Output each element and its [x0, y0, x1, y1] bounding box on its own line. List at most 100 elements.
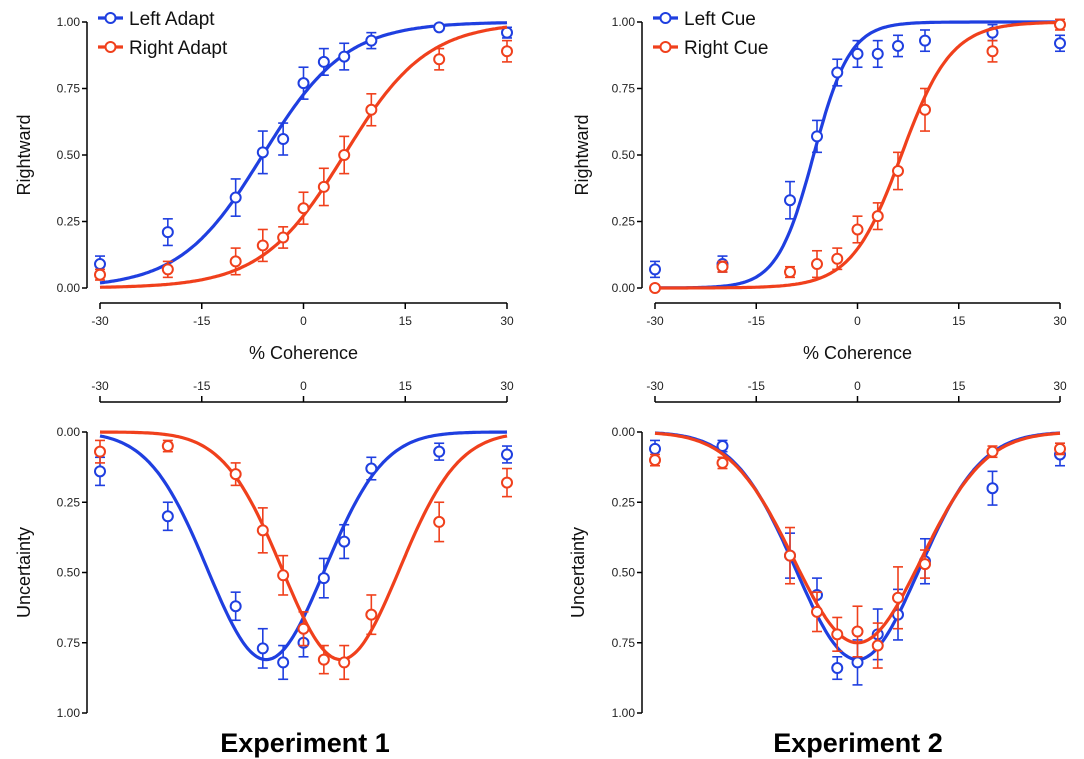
data-point	[851, 223, 864, 236]
y-tick-label: 0.00	[57, 425, 81, 439]
data-point	[831, 252, 844, 265]
data-point	[256, 524, 269, 537]
y-tick-label: 0.75	[612, 636, 636, 650]
panel-3: 0.00 0.25 0.50 0.75 1.00 Uncertainty -30 -15 0 15…	[14, 379, 514, 720]
x-tick-label: 15	[952, 314, 966, 328]
y-axis-label: Uncertainty	[14, 527, 34, 618]
data-point	[784, 266, 796, 279]
y-tick-label: 0.00	[57, 281, 81, 295]
data-point	[784, 194, 796, 207]
data-point	[811, 605, 823, 618]
data-point	[297, 77, 310, 90]
series-right	[649, 18, 1066, 294]
x-tick-label: 30	[500, 379, 514, 393]
experiment-1-label: Experiment 1	[220, 728, 390, 758]
data-point	[338, 50, 351, 63]
data-point	[501, 448, 513, 461]
data-point	[986, 445, 999, 458]
data-point	[831, 662, 844, 675]
data-point	[433, 445, 446, 458]
y-tick-label: 0.50	[57, 566, 81, 580]
legend-label: Right Adapt	[129, 38, 228, 59]
y-tick-label: 0.50	[612, 148, 636, 162]
y-tick-label: 0.75	[612, 82, 636, 96]
data-point	[871, 47, 884, 60]
experiment-2-label: Experiment 2	[773, 728, 943, 758]
y-tick-label: 0.25	[57, 215, 81, 229]
x-tick-label: 30	[1053, 379, 1067, 393]
data-point	[277, 569, 290, 582]
data-point	[892, 39, 904, 52]
data-point	[433, 21, 446, 34]
data-point	[94, 445, 106, 458]
fit-curve	[99, 21, 508, 285]
legend-marker	[104, 12, 117, 24]
data-point	[831, 66, 844, 79]
data-point	[277, 656, 290, 669]
data-point	[94, 465, 106, 478]
x-tick-label: 0	[854, 314, 861, 328]
panel-1: 0.00 0.25 0.50 0.75 1.00 Rightward -30 -15 0 15 30…	[14, 9, 514, 363]
data-point	[784, 549, 796, 562]
data-point	[851, 47, 864, 60]
data-point	[1054, 37, 1066, 50]
data-point	[256, 642, 269, 655]
series-right	[649, 431, 1066, 669]
data-point	[161, 226, 174, 239]
x-tick-label: -15	[748, 379, 766, 393]
data-point	[229, 255, 242, 268]
data-point	[297, 202, 310, 215]
panel-2: 0.00 0.25 0.50 0.75 1.00 Rightward -30 -15 0 15 30…	[572, 9, 1067, 363]
x-tick-label: 15	[952, 379, 966, 393]
data-point	[919, 558, 931, 571]
y-tick-label: 0.50	[612, 566, 636, 580]
data-point	[892, 591, 904, 604]
y-tick-label: 0.25	[612, 215, 636, 229]
data-point	[365, 103, 378, 116]
x-tick-label: -15	[748, 314, 766, 328]
data-point	[338, 656, 351, 669]
x-tick-label: -30	[91, 379, 109, 393]
x-tick-label: -30	[91, 314, 109, 328]
data-point	[256, 239, 269, 252]
data-point	[317, 180, 330, 193]
x-axis-label: % Coherence	[803, 343, 912, 363]
data-point	[811, 258, 823, 271]
data-point	[1054, 442, 1066, 455]
legend-label: Left Cue	[684, 9, 756, 30]
data-point	[229, 468, 242, 481]
data-point	[811, 130, 823, 143]
y-axis-label: Rightward	[572, 114, 592, 195]
fit-curve	[99, 25, 508, 289]
data-point	[94, 258, 106, 271]
y-tick-label: 1.00	[57, 706, 81, 720]
y-tick-label: 0.25	[57, 495, 81, 509]
y-tick-label: 1.00	[57, 15, 81, 29]
data-point	[433, 53, 446, 66]
data-point	[94, 268, 106, 281]
data-point	[433, 515, 446, 528]
x-tick-label: 15	[399, 314, 413, 328]
data-point	[229, 191, 242, 204]
y-axis-label: Rightward	[14, 114, 34, 195]
data-point	[716, 456, 729, 469]
x-tick-label: -15	[193, 314, 211, 328]
y-tick-label: 0.25	[612, 495, 636, 509]
data-point	[1054, 18, 1066, 31]
y-tick-label: 0.00	[612, 425, 636, 439]
data-point	[365, 608, 378, 621]
data-point	[161, 263, 174, 276]
data-point	[501, 476, 513, 489]
data-point	[851, 656, 864, 669]
y-tick-label: 0.75	[57, 636, 81, 650]
legend-marker	[659, 12, 672, 24]
data-point	[649, 442, 661, 455]
y-axis-label: Uncertainty	[568, 527, 588, 618]
panel-4: 0.00 0.25 0.50 0.75 1.00 Uncertainty -30 -15 0 15…	[568, 379, 1067, 720]
x-tick-label: -30	[646, 314, 664, 328]
data-point	[338, 535, 351, 548]
x-tick-label: 30	[500, 314, 514, 328]
data-point	[297, 622, 310, 635]
legend-label: Left Adapt	[129, 9, 215, 30]
